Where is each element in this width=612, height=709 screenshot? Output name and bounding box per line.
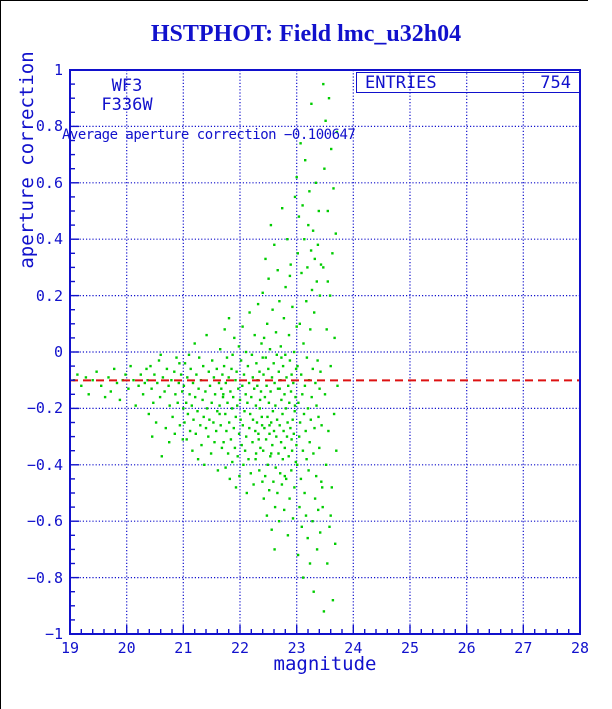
average-annotation: Average aperture correction −0.100647 [62,127,356,143]
x-tick-label: 25 [400,639,420,657]
camera-label: WF3 [111,76,143,96]
y-tick-label: −0.4 [26,455,63,474]
y-tick-label: 0.4 [35,230,63,249]
y-tick-label: 0 [53,343,63,361]
stats-box: ENTRIES 754 [356,72,580,93]
x-tick-label: 21 [174,639,193,657]
y-tick-label: −0.6 [26,512,63,531]
x-tick-label: 22 [230,639,250,657]
stats-box-label: ENTRIES [365,72,437,93]
page-edge-left [0,0,1,709]
x-tick-label: 28 [570,639,590,657]
x-tick-label: 27 [514,639,533,657]
y-tick-label: 0.6 [35,173,63,192]
y-tick-label: 0.8 [35,117,63,136]
x-tick-label: 24 [344,639,363,657]
x-tick-label: 23 [287,639,306,657]
y-tick-label: 0.2 [35,286,63,305]
chart-title: HSTPHOT: Field lmc_u32h04 [150,21,462,47]
x-tick-label: 19 [60,639,80,657]
y-tick-label: 1 [53,61,63,79]
y-tick-label: −0.8 [26,568,63,587]
stats-box-value: 754 [540,72,571,93]
x-tick-label: 26 [457,639,476,657]
page-edge-top [0,0,588,1]
y-tick-label: −0.2 [26,399,63,418]
x-tick-label: 20 [117,639,136,657]
x-axis-title: magnitude [273,653,377,675]
filter-label: F336W [101,95,153,115]
y-tick-label: −1 [44,625,63,643]
